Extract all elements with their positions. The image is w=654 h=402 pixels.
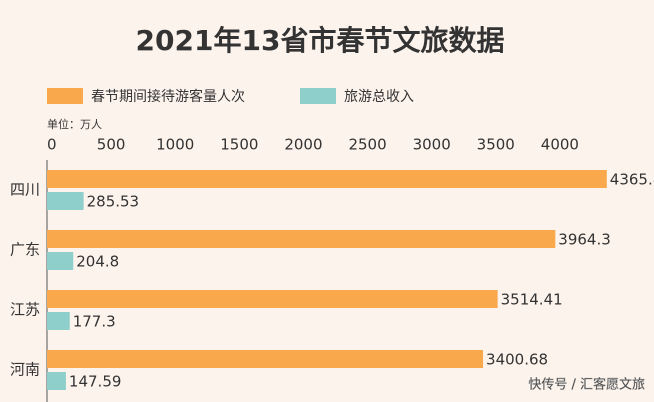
value-label: 147.59: [69, 373, 122, 391]
bar: [47, 350, 484, 368]
bar: [47, 230, 556, 248]
value-label: 3514.41: [501, 291, 563, 309]
unit-label: 单位：万人: [47, 117, 102, 131]
x-tick-label: 500: [97, 136, 126, 154]
bar: [47, 312, 70, 330]
legend-swatch: [47, 88, 83, 104]
x-tick-label: 2500: [348, 136, 386, 154]
y-tick-label: 河南: [10, 361, 40, 379]
chart-title: 2021年13省市春节文旅数据: [136, 24, 505, 57]
legend-label: 春节期间接待游客量人次: [91, 88, 245, 105]
value-label: 4365.87: [610, 171, 654, 189]
legend-swatch: [300, 88, 336, 104]
bar: [47, 290, 498, 308]
y-tick-label: 四川: [10, 181, 40, 199]
bar: [47, 192, 84, 210]
x-tick-label: 1000: [156, 136, 194, 154]
bar: [47, 252, 74, 270]
value-label: 177.3: [73, 313, 116, 331]
value-label: 3400.68: [486, 351, 548, 369]
x-tick-label: 1500: [220, 136, 258, 154]
bar: [47, 170, 607, 188]
bar: [47, 372, 66, 390]
value-label: 285.53: [87, 193, 140, 211]
x-tick-label: 2000: [284, 136, 322, 154]
legend-label: 旅游总收入: [344, 89, 414, 105]
x-tick-label: 3500: [477, 136, 515, 154]
x-tick-label: 0: [47, 136, 57, 154]
x-tick-label: 4000: [541, 136, 579, 154]
watermark: 快传号 / 汇客愿文旅: [528, 377, 645, 393]
y-tick-label: 广东: [10, 241, 40, 259]
value-label: 204.8: [76, 253, 119, 271]
value-label: 3964.3: [558, 231, 611, 249]
x-tick-label: 3000: [413, 136, 451, 154]
y-tick-label: 江苏: [10, 301, 40, 319]
